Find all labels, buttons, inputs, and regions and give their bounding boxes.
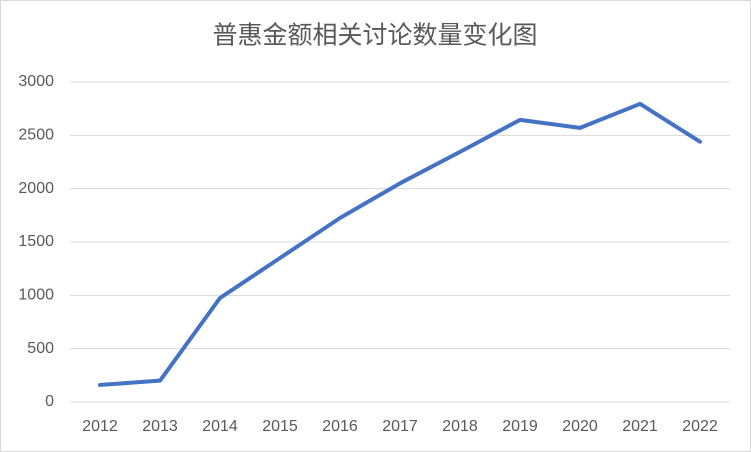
- y-tick-label: 3000: [18, 73, 54, 90]
- x-tick-label: 2012: [82, 418, 118, 435]
- y-tick-label: 1000: [18, 287, 54, 304]
- x-tick-label: 2019: [502, 418, 538, 435]
- y-tick-label: 2500: [18, 127, 54, 144]
- data-line: [98, 101, 702, 387]
- x-tick-label: 2013: [142, 418, 178, 435]
- y-tick-label: 2000: [18, 180, 54, 197]
- x-tick-label: 2018: [442, 418, 478, 435]
- y-tick-label: 1500: [18, 233, 54, 250]
- x-tick-label: 2022: [682, 418, 718, 435]
- x-tick-label: 2015: [262, 418, 298, 435]
- x-tick-label: 2020: [562, 418, 598, 435]
- x-tick-label: 2016: [322, 418, 358, 435]
- chart-title: 普惠金额相关讨论数量变化图: [212, 22, 537, 50]
- x-tick-label: 2021: [622, 418, 658, 435]
- y-tick-label: 0: [45, 393, 54, 410]
- x-tick-label: 2017: [382, 418, 418, 435]
- y-tick-label: 500: [27, 340, 54, 357]
- x-tick-label: 2014: [202, 418, 238, 435]
